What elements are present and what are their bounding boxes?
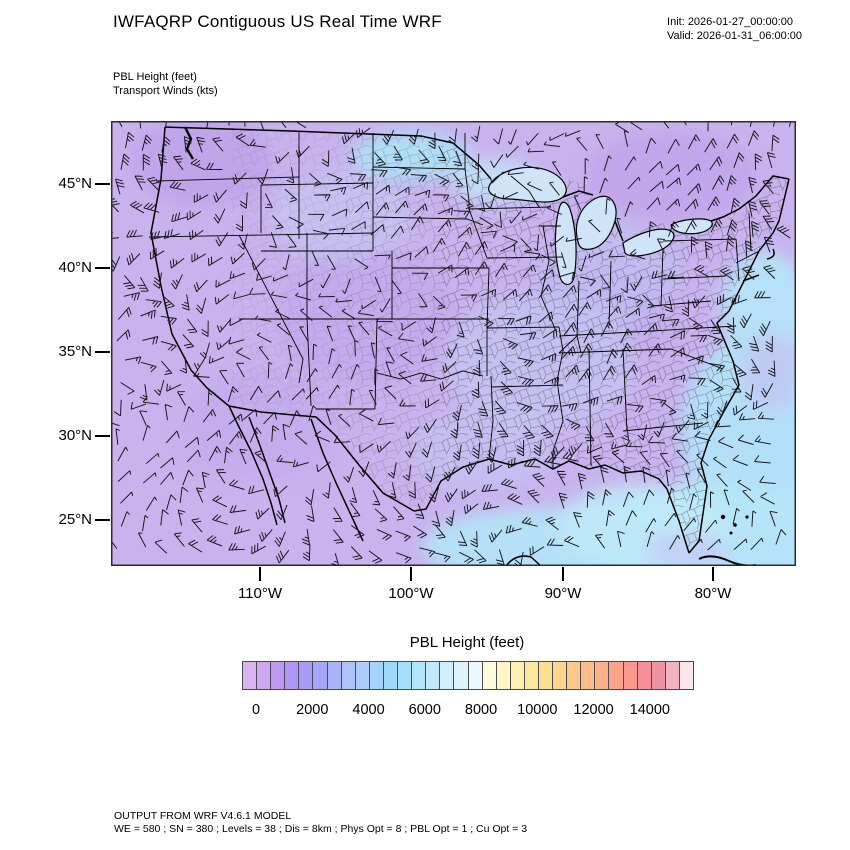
colorbar-cell — [355, 662, 370, 689]
colorbar-tick-label: 2000 — [296, 702, 329, 718]
footer-line2: WE = 580 ; SN = 380 ; Levels = 38 ; Dis … — [114, 823, 528, 835]
state-boundaries — [148, 131, 760, 469]
coastlines-national-borders — [150, 126, 790, 566]
colorbar-cell — [313, 662, 328, 689]
colorbar-tick-label: 0 — [252, 702, 261, 718]
colorbar-cell — [524, 662, 539, 689]
colorbar-title: PBL Height (feet) — [409, 634, 525, 651]
lon-tick-label: 80°W — [694, 585, 732, 602]
field-label-pbl: PBL Height (feet) — [113, 71, 197, 83]
field-label-winds: Transport Winds (kts) — [113, 85, 218, 97]
colorbar-cell — [609, 662, 624, 689]
colorbar-cell — [341, 662, 356, 689]
colorbar-cell — [369, 662, 384, 689]
lon-tick-mark — [562, 567, 564, 581]
colorbar-cell — [665, 662, 680, 689]
colorbar-tick-label: 12000 — [573, 702, 614, 718]
colorbar-cell — [383, 662, 399, 689]
colorbar-cell — [496, 662, 511, 689]
valid-time: Valid: 2026-01-31_06:00:00 — [667, 29, 802, 42]
colorbar-cell — [257, 662, 272, 689]
colorbar-cell — [623, 662, 638, 689]
model-info-footer: OUTPUT FROM WRF V4.6.1 MODEL WE = 580 ; … — [114, 810, 527, 836]
run-time-block: Init: 2026-01-27_00:00:00 Valid: 2026-01… — [667, 16, 802, 43]
conus-pbl-map — [111, 121, 796, 566]
colorbar-cell — [454, 662, 469, 689]
lon-tick-label: 100°W — [388, 585, 434, 602]
colorbar-cell — [595, 662, 610, 689]
bahamas-islands — [720, 514, 749, 535]
lat-tick-label: 35°N — [58, 343, 92, 360]
field-labels: PBL Height (feet) Transport Winds (kts) — [113, 70, 218, 98]
colorbar-tick-labels: 0 2000 4000 6000 8000 10000 12000 14000 — [242, 702, 692, 722]
wind-barbs-overlay — [111, 121, 792, 566]
colorbar-cell — [581, 662, 596, 689]
lat-tick-label: 25°N — [58, 511, 92, 528]
lat-tick-mark — [95, 519, 110, 521]
lat-tick-mark — [95, 267, 110, 269]
colorbar — [242, 661, 694, 690]
lat-tick-mark — [95, 183, 110, 185]
colorbar-cell — [651, 662, 666, 689]
lon-tick-label: 110°W — [237, 585, 283, 602]
colorbar-tick-label: 14000 — [629, 702, 670, 718]
colorbar-cell — [553, 662, 568, 689]
colorbar-cell — [510, 662, 525, 689]
map-border — [111, 121, 796, 566]
page-title: IWFAQRP Contiguous US Real Time WRF — [113, 12, 442, 31]
colorbar-cell — [538, 662, 554, 689]
lon-tick-mark — [712, 567, 714, 581]
colorbar-tick-label: 10000 — [517, 702, 558, 718]
colorbar-cell — [412, 662, 427, 689]
lat-tick-label: 40°N — [58, 259, 92, 276]
lon-tick-mark — [259, 567, 261, 581]
colorbar-cell — [243, 662, 258, 689]
colorbar-tick-label: 4000 — [352, 702, 385, 718]
lon-tick-label: 90°W — [544, 585, 582, 602]
lat-tick-mark — [95, 435, 110, 437]
colorbar-cell — [271, 662, 286, 689]
colorbar-cell — [567, 662, 582, 689]
colorbar-tick-label: 8000 — [464, 702, 498, 718]
lat-tick-label: 30°N — [58, 427, 92, 444]
colorbar-tick-label: 6000 — [408, 702, 441, 718]
lon-tick-mark — [410, 567, 412, 581]
colorbar-cell — [398, 662, 413, 689]
map-plot-area — [111, 121, 796, 566]
colorbar-cell — [637, 662, 652, 689]
colorbar-cell — [679, 662, 693, 689]
colorbar-cell — [327, 662, 342, 689]
colorbar-cell — [468, 662, 483, 689]
footer-line1: OUTPUT FROM WRF V4.6.1 MODEL — [114, 810, 292, 822]
colorbar-cell — [285, 662, 300, 689]
lat-tick-mark — [95, 351, 110, 353]
colorbar-cell — [482, 662, 497, 689]
colorbar-cell — [440, 662, 455, 689]
colorbar-cell — [299, 662, 314, 689]
init-time: Init: 2026-01-27_00:00:00 — [667, 16, 794, 28]
colorbar-cell — [426, 662, 441, 689]
lat-tick-label: 45°N — [58, 175, 92, 192]
